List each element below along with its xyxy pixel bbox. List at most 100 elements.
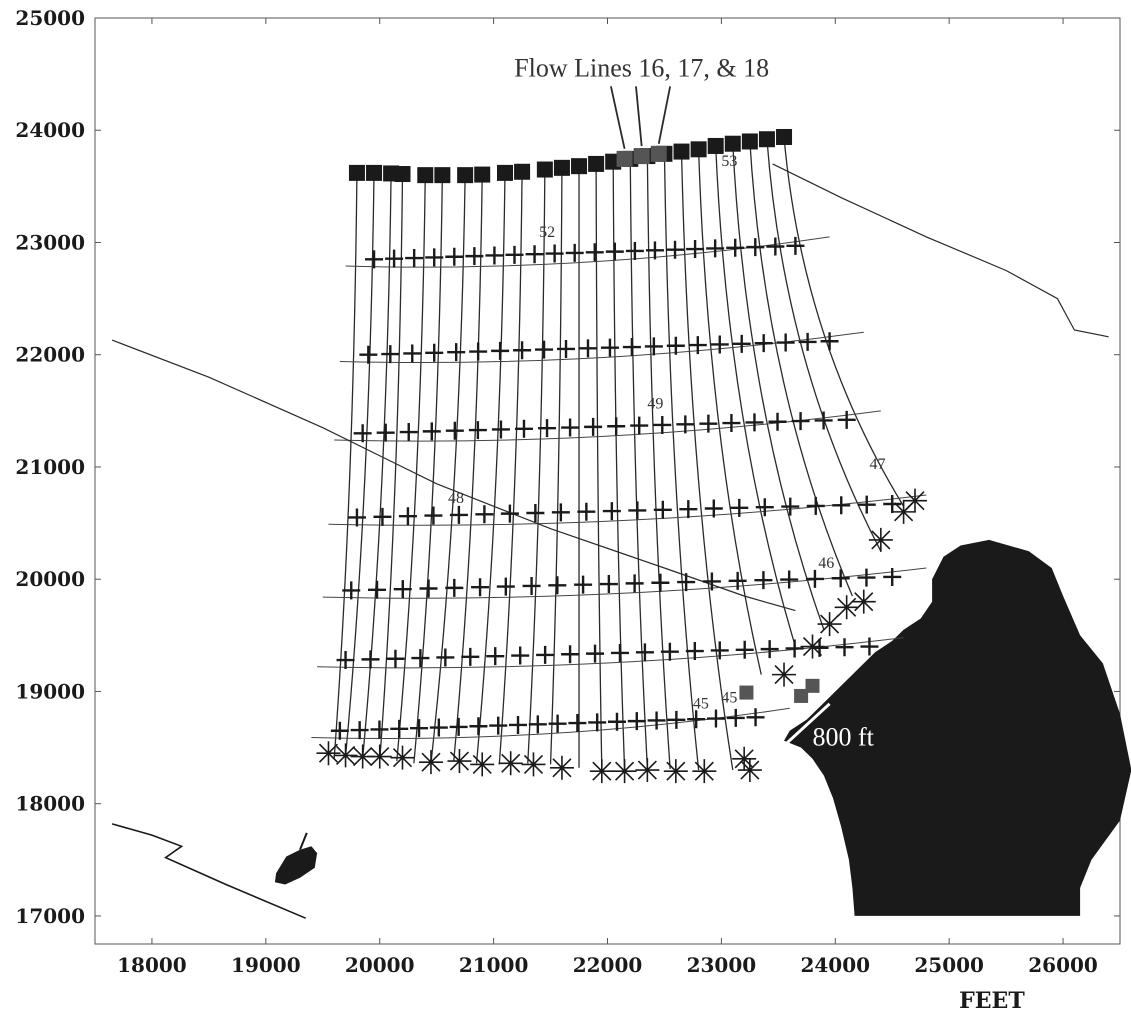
star-marker [692, 759, 717, 784]
cross-marker [666, 240, 685, 259]
cross-marker [411, 649, 430, 668]
star-marker [418, 750, 443, 775]
cross-marker [785, 639, 804, 658]
cross-marker [469, 342, 488, 361]
star-marker [800, 634, 825, 659]
cross-marker [385, 249, 404, 268]
cross-marker [551, 503, 570, 522]
y-tick-label: 20000 [15, 567, 85, 591]
cross-marker [798, 332, 817, 351]
flow-line [361, 173, 392, 759]
y-tick-label: 23000 [15, 230, 85, 254]
cross-marker [425, 248, 444, 267]
cross-marker [628, 501, 647, 520]
cross-marker [755, 498, 774, 517]
star-marker [447, 749, 472, 774]
cross-marker [496, 577, 515, 596]
flow-line [475, 172, 506, 764]
cross-marker [820, 332, 839, 351]
cross-marker [586, 644, 605, 663]
x-tick-label: 24000 [800, 953, 870, 977]
x-tick-label: 18000 [117, 953, 187, 977]
cross-marker [359, 345, 378, 364]
flow-line [549, 167, 563, 765]
contour-label: 47 [869, 456, 885, 473]
extraction-well [514, 163, 531, 180]
cross-marker [706, 239, 725, 258]
cross-marker [584, 417, 603, 436]
cross-marker [635, 643, 654, 662]
flow-line [663, 153, 700, 771]
flow-line [413, 175, 444, 764]
cross-marker [445, 421, 464, 440]
flow-line [379, 174, 404, 762]
cross-marker [610, 643, 629, 662]
star-marker [737, 758, 762, 783]
cross-marker [525, 245, 544, 264]
cross-marker [419, 579, 438, 598]
highlighted-well [633, 148, 650, 165]
contour-label: 53 [721, 153, 737, 170]
x-tick-label: 19000 [231, 953, 301, 977]
cross-marker [505, 245, 524, 264]
star-marker [817, 612, 842, 637]
flow-line [749, 141, 853, 597]
cross-marker [398, 507, 417, 526]
cross-marker [622, 338, 641, 357]
cross-marker [732, 334, 751, 353]
cross-marker [461, 647, 480, 666]
flow-line [732, 143, 825, 630]
star-marker [549, 755, 574, 780]
cross-marker [760, 640, 779, 659]
y-tick-label: 19000 [15, 679, 85, 703]
star-marker [732, 746, 757, 771]
star-marker [470, 752, 495, 777]
extraction-well [348, 164, 365, 181]
cross-marker [468, 421, 487, 440]
flow-line [715, 145, 797, 647]
cross-marker [726, 238, 745, 257]
cross-marker [489, 716, 508, 735]
cross-marker [403, 344, 422, 363]
star-marker [367, 744, 392, 769]
cross-marker [585, 243, 604, 262]
flow-lines-annotation: Flow Lines 16, 17, & 18 [514, 53, 769, 82]
cross-marker [368, 580, 387, 599]
star-marker [333, 743, 358, 768]
cross-marker [704, 499, 723, 518]
well-marker [739, 685, 754, 700]
cross-marker [425, 343, 444, 362]
cross-marker [710, 335, 729, 354]
cross-marker [780, 570, 799, 589]
flow-line [498, 171, 523, 765]
cross-marker [330, 721, 349, 740]
cross-marker [860, 637, 879, 656]
cross-marker [726, 708, 745, 727]
head-contour [328, 494, 927, 526]
y-tick-label: 17000 [15, 904, 85, 928]
x-axis-label: FEET [959, 988, 1025, 1014]
cross-marker [706, 709, 725, 728]
flow-line [766, 139, 882, 552]
leader-line [635, 86, 643, 147]
cross-marker [806, 496, 825, 515]
star-marker [390, 745, 415, 770]
extraction-well [571, 158, 588, 175]
cross-marker [781, 497, 800, 516]
flow-line [595, 163, 603, 771]
cross-marker [513, 341, 532, 360]
cross-marker [687, 710, 706, 729]
cross-marker [599, 575, 618, 594]
highlighted-well [650, 145, 667, 162]
flow-line [333, 172, 358, 759]
contour-label: 49 [647, 396, 663, 413]
cross-marker [511, 646, 530, 665]
cross-marker [645, 241, 664, 260]
star-marker [589, 759, 614, 784]
cross-marker [536, 645, 555, 664]
cross-marker [710, 641, 729, 660]
cross-marker [766, 237, 785, 256]
cross-marker [469, 717, 488, 736]
cross-marker [509, 715, 528, 734]
